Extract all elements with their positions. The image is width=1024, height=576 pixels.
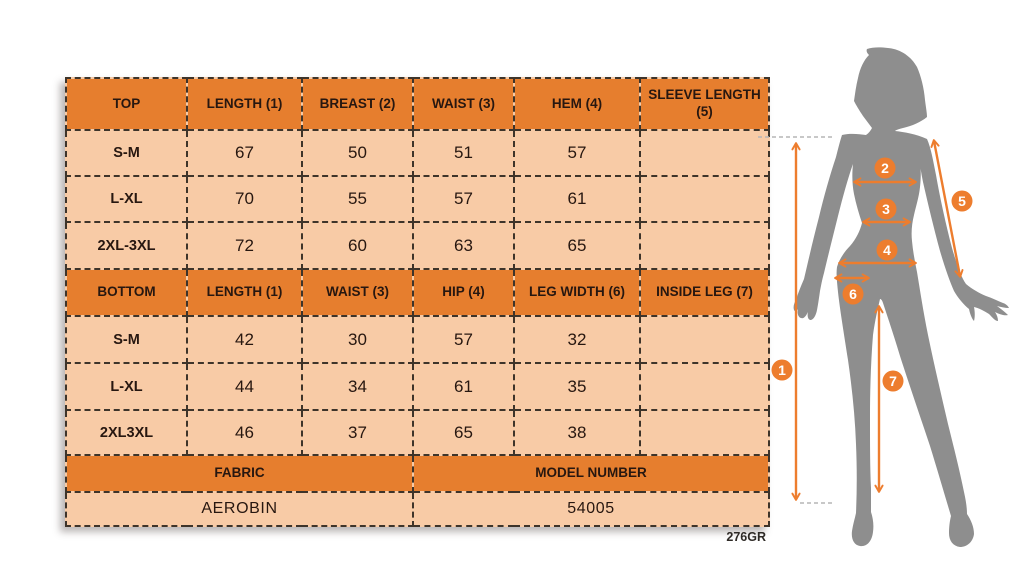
top-header-row: TOP LENGTH (1) BREAST (2) WAIST (3) HEM … [65, 77, 770, 131]
value-cell: 34 [301, 362, 414, 411]
marker-7-label: 7 [889, 373, 897, 389]
value-cell-empty [639, 362, 770, 411]
size-label: S-M [65, 129, 188, 177]
table-row: L-XL 70 55 57 61 [65, 175, 770, 223]
marker-6-badge [842, 283, 864, 305]
value-cell: 57 [513, 129, 641, 177]
marker-badges: 1 2 3 4 5 6 7 [771, 157, 973, 392]
value-cell-empty [639, 315, 770, 364]
col-header-bottom: BOTTOM [65, 268, 188, 317]
value-cell: 37 [301, 409, 414, 456]
value-cell: 67 [186, 129, 303, 177]
marker-2-label: 2 [881, 160, 889, 176]
size-chart-table: TOP LENGTH (1) BREAST (2) WAIST (3) HEM … [65, 77, 770, 527]
value-cell: 63 [412, 221, 515, 270]
table-row: L-XL 44 34 61 35 [65, 362, 770, 411]
col-header-waist: WAIST (3) [412, 77, 515, 131]
col-header-leg-width: LEG WIDTH (6) [513, 268, 641, 317]
fabric-header: FABRIC [65, 454, 414, 493]
col-header-sleeve-length: SLEEVE LENGTH (5) [639, 77, 770, 131]
col-header-length: LENGTH (1) [186, 268, 303, 317]
value-cell: 44 [186, 362, 303, 411]
col-header-inside-leg: INSIDE LEG (7) [639, 268, 770, 317]
value-cell-empty [639, 129, 770, 177]
bottom-header-row: BOTTOM LENGTH (1) WAIST (3) HIP (4) LEG … [65, 268, 770, 317]
fabric-value: AEROBIN [65, 491, 414, 527]
marker-1-badge [771, 359, 793, 381]
col-header-top: TOP [65, 77, 188, 131]
marker-4-label: 4 [883, 242, 891, 258]
size-label: L-XL [65, 362, 188, 411]
value-cell: 72 [186, 221, 303, 270]
size-label: S-M [65, 315, 188, 364]
marker-4-badge [876, 239, 898, 261]
col-header-waist: WAIST (3) [301, 268, 414, 317]
value-cell: 46 [186, 409, 303, 456]
model-number-header: MODEL NUMBER [412, 454, 770, 493]
value-cell: 32 [513, 315, 641, 364]
table-row: 2XL3XL 46 37 65 38 [65, 409, 770, 456]
size-label: 2XL-3XL [65, 221, 188, 270]
col-header-hem: HEM (4) [513, 77, 641, 131]
size-label: L-XL [65, 175, 188, 223]
value-cell: 61 [412, 362, 515, 411]
marker-2-badge [874, 157, 896, 179]
value-cell: 57 [412, 315, 515, 364]
value-cell: 50 [301, 129, 414, 177]
weight-note: 276GR [726, 530, 766, 544]
value-cell-empty [639, 175, 770, 223]
model-number-value: 54005 [412, 491, 770, 527]
value-cell: 70 [186, 175, 303, 223]
info-value-row: AEROBIN 54005 [65, 491, 770, 527]
size-label: 2XL3XL [65, 409, 188, 456]
marker-1-label: 1 [778, 362, 786, 378]
value-cell: 42 [186, 315, 303, 364]
col-header-length: LENGTH (1) [186, 77, 303, 131]
value-cell: 65 [412, 409, 515, 456]
value-cell-empty [639, 409, 770, 456]
value-cell: 55 [301, 175, 414, 223]
value-cell: 65 [513, 221, 641, 270]
value-cell: 61 [513, 175, 641, 223]
marker-3-badge [875, 198, 897, 220]
table-row: 2XL-3XL 72 60 63 65 [65, 221, 770, 270]
col-header-hip: HIP (4) [412, 268, 515, 317]
size-guide-figure: 1 2 3 4 5 6 7 [758, 47, 1009, 548]
female-silhouette [793, 47, 1009, 548]
value-cell-empty [639, 221, 770, 270]
value-cell: 60 [301, 221, 414, 270]
sleeve-arrow [934, 141, 960, 276]
marker-5-badge [951, 190, 973, 212]
marker-6-label: 6 [849, 286, 857, 302]
value-cell: 51 [412, 129, 515, 177]
info-header-row: FABRIC MODEL NUMBER [65, 454, 770, 493]
marker-5-label: 5 [958, 193, 966, 209]
marker-7-badge [882, 370, 904, 392]
value-cell: 35 [513, 362, 641, 411]
col-header-breast: BREAST (2) [301, 77, 414, 131]
table-row: S-M 42 30 57 32 [65, 315, 770, 364]
value-cell: 57 [412, 175, 515, 223]
value-cell: 38 [513, 409, 641, 456]
value-cell: 30 [301, 315, 414, 364]
table-row: S-M 67 50 51 57 [65, 129, 770, 177]
marker-3-label: 3 [882, 201, 890, 217]
